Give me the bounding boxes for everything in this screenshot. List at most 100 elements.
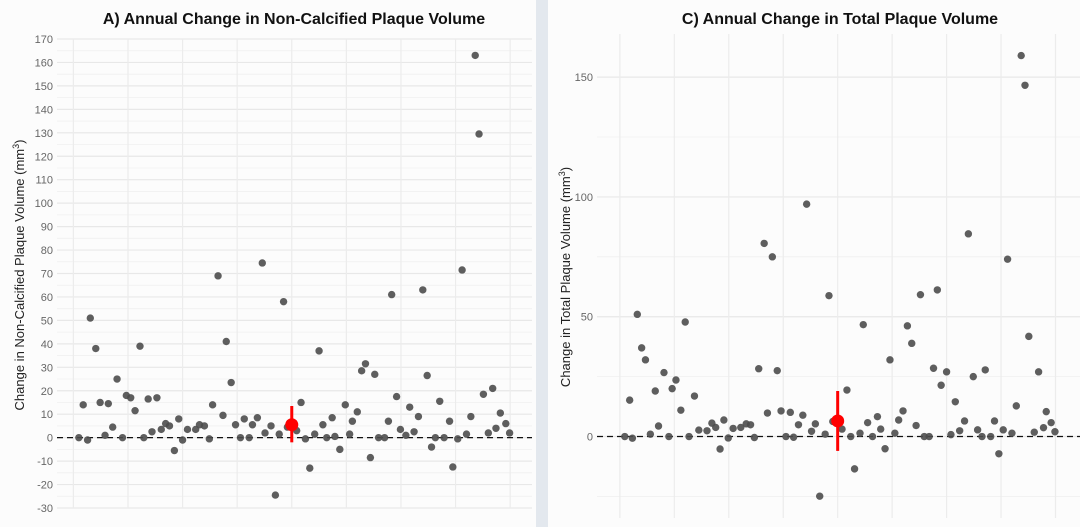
data-point	[336, 445, 344, 454]
data-point	[175, 415, 183, 423]
data-point	[348, 417, 357, 425]
data-point	[496, 409, 505, 417]
data-point	[148, 428, 156, 436]
data-point	[1025, 332, 1033, 341]
data-point	[712, 423, 720, 432]
data-point	[1030, 428, 1038, 436]
data-point	[720, 416, 728, 424]
data-point	[502, 419, 510, 428]
data-point	[92, 344, 100, 353]
data-point	[170, 446, 179, 455]
data-point	[891, 429, 899, 437]
data-point	[1021, 81, 1029, 89]
data-point	[183, 425, 192, 434]
data-point	[1003, 255, 1012, 263]
data-point	[654, 422, 663, 430]
y-tick-label: 110	[35, 175, 53, 187]
data-point	[467, 412, 475, 421]
data-point	[315, 347, 323, 355]
y-axis-label: Change in Non-Calcified Plaque Volume (m…	[11, 140, 27, 411]
data-point	[768, 253, 777, 261]
data-point	[637, 344, 646, 352]
data-point	[969, 372, 977, 381]
data-point	[153, 394, 161, 402]
data-point	[737, 423, 745, 432]
data-point	[488, 384, 497, 393]
data-point	[505, 429, 514, 437]
data-point	[856, 429, 864, 437]
data-point	[353, 408, 361, 416]
data-point	[79, 401, 87, 409]
data-point	[763, 409, 772, 417]
y-tick-label: 150	[575, 72, 593, 84]
data-point	[807, 427, 816, 435]
data-point	[651, 387, 659, 395]
data-point	[127, 394, 135, 402]
data-point	[641, 356, 650, 364]
data-point	[665, 432, 673, 441]
data-point	[646, 430, 655, 438]
data-point	[205, 435, 214, 443]
data-point	[275, 430, 283, 438]
data-point	[859, 320, 867, 329]
data-point	[492, 424, 500, 432]
data-point	[454, 435, 462, 443]
data-point	[811, 420, 820, 428]
chart-title: A) Annual Change in Non-Calcified Plaque…	[103, 11, 485, 28]
data-point	[690, 392, 699, 400]
data-point	[1047, 418, 1055, 427]
data-point	[863, 418, 872, 427]
data-point	[484, 429, 493, 437]
data-point	[903, 322, 912, 330]
data-point	[357, 367, 366, 375]
data-point	[113, 375, 121, 383]
data-point	[200, 422, 209, 430]
y-tick-label: -20	[37, 480, 53, 492]
mean-point	[285, 418, 299, 432]
data-point	[773, 366, 781, 375]
data-point	[786, 408, 795, 417]
data-point	[782, 432, 790, 441]
data-point	[374, 433, 383, 442]
data-point	[881, 445, 889, 453]
data-point	[916, 290, 925, 299]
data-point	[799, 411, 807, 419]
data-point	[886, 356, 894, 364]
data-point	[222, 337, 230, 346]
data-point	[165, 422, 174, 430]
data-point	[323, 433, 331, 442]
data-point	[838, 425, 846, 433]
data-point	[729, 424, 737, 433]
data-point	[371, 370, 379, 379]
data-point	[973, 426, 982, 434]
y-tick-label: 40	[41, 339, 53, 351]
data-point	[755, 365, 763, 373]
data-point	[978, 432, 986, 441]
data-point	[703, 427, 711, 435]
data-point	[868, 432, 877, 441]
data-point	[279, 297, 288, 306]
y-tick-label: 100	[35, 198, 53, 210]
y-tick-label: 50	[581, 312, 593, 324]
data-point	[475, 130, 483, 138]
y-tick-label: 0	[47, 433, 53, 445]
panel-c-total: C) Annual Change in Total Plaque Volume …	[548, 0, 1080, 527]
data-point	[986, 432, 995, 441]
data-point	[366, 453, 375, 462]
data-point	[431, 433, 440, 442]
y-tick-label: 150	[35, 81, 53, 93]
data-point	[157, 425, 165, 434]
y-tick-label: 0	[587, 432, 593, 444]
data-point	[83, 436, 92, 444]
y-tick-label: 30	[41, 362, 53, 374]
data-point	[384, 417, 393, 425]
data-point	[685, 432, 693, 441]
data-point	[231, 421, 240, 429]
data-point	[677, 406, 685, 414]
data-point	[668, 384, 676, 393]
y-tick-label: 70	[41, 269, 53, 281]
data-point	[695, 426, 703, 434]
data-point	[267, 422, 275, 430]
data-point	[925, 432, 933, 441]
data-point	[1008, 429, 1016, 437]
